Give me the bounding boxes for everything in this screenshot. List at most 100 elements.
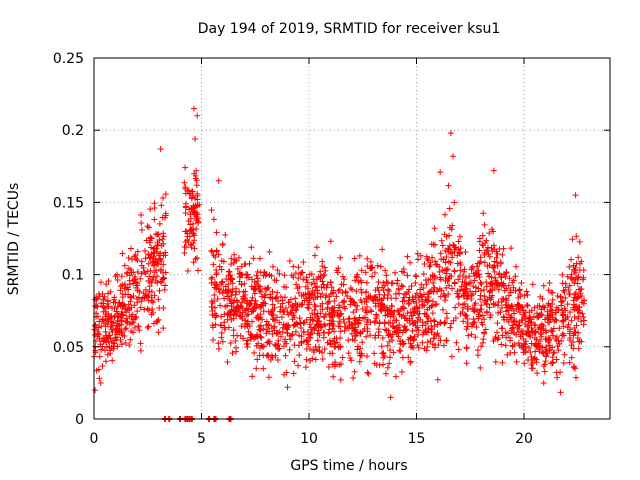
data-point — [464, 323, 471, 330]
data-point — [284, 384, 291, 391]
data-point — [290, 370, 297, 377]
data-point — [526, 344, 533, 351]
data-point — [407, 358, 414, 365]
data-point — [551, 318, 558, 325]
data-point — [538, 306, 545, 313]
data-point — [519, 331, 526, 338]
data-point — [154, 279, 161, 286]
data-point — [248, 276, 255, 283]
data-point — [254, 278, 261, 285]
data-point — [432, 258, 439, 265]
data-point — [210, 261, 217, 268]
data-point — [425, 293, 432, 300]
data-point — [308, 324, 315, 331]
data-point — [271, 341, 278, 348]
data-point — [503, 270, 510, 277]
data-point — [568, 256, 575, 263]
data-point — [263, 352, 270, 359]
data-point — [253, 342, 260, 349]
data-point — [419, 339, 426, 346]
data-point — [450, 153, 457, 160]
data-point — [159, 236, 166, 243]
data-point — [477, 254, 484, 261]
data-point — [417, 286, 424, 293]
data-point — [310, 348, 317, 355]
data-point — [210, 337, 217, 344]
data-point — [124, 284, 131, 291]
data-point — [258, 293, 265, 300]
x-tick-label: 20 — [515, 431, 533, 447]
x-tick-label: 0 — [90, 431, 99, 447]
grid-lines — [94, 58, 610, 419]
data-point — [407, 335, 414, 342]
data-point — [239, 295, 246, 302]
data-point — [107, 288, 114, 295]
data-point — [182, 164, 189, 171]
data-point — [290, 274, 297, 281]
data-point — [141, 247, 148, 254]
data-point — [339, 354, 346, 361]
data-point — [345, 337, 352, 344]
data-point — [488, 274, 495, 281]
data-point — [281, 294, 288, 301]
data-point — [367, 293, 374, 300]
data-point — [521, 340, 528, 347]
data-point — [181, 250, 188, 257]
data-point — [540, 303, 547, 310]
data-point — [188, 195, 195, 202]
data-point — [458, 283, 465, 290]
data-point — [546, 342, 553, 349]
data-point — [382, 326, 389, 333]
data-point — [394, 329, 401, 336]
data-point — [410, 298, 417, 305]
data-point — [209, 248, 216, 255]
data-point — [154, 318, 161, 325]
data-point — [92, 303, 99, 310]
data-point — [108, 313, 115, 320]
data-point — [455, 300, 462, 307]
data-point — [157, 278, 164, 285]
data-point — [160, 240, 167, 247]
data-point — [306, 334, 313, 341]
data-point — [470, 319, 477, 326]
data-point — [570, 339, 577, 346]
data-point — [222, 231, 229, 238]
data-point — [338, 311, 345, 318]
data-point — [416, 297, 423, 304]
data-point — [214, 295, 221, 302]
data-point — [463, 360, 470, 367]
data-point — [114, 322, 121, 329]
data-point — [387, 394, 394, 401]
data-point — [136, 327, 143, 334]
data-point — [322, 294, 329, 301]
data-point — [96, 318, 103, 325]
data-point — [145, 224, 152, 231]
data-point — [472, 300, 479, 307]
data-point — [155, 231, 162, 238]
data-point — [424, 339, 431, 346]
data-point — [430, 317, 437, 324]
data-point — [162, 191, 169, 198]
data-point — [479, 312, 486, 319]
data-point — [441, 320, 448, 327]
data-point — [481, 329, 488, 336]
data-point — [295, 289, 302, 296]
data-point — [492, 274, 499, 281]
data-point — [287, 296, 294, 303]
data-point — [208, 280, 215, 287]
data-point — [232, 337, 239, 344]
data-point — [538, 323, 545, 330]
data-point — [561, 288, 568, 295]
data-point — [405, 297, 412, 304]
data-point — [580, 314, 587, 321]
data-point — [137, 347, 144, 354]
data-point — [560, 323, 567, 330]
data-point — [224, 359, 231, 366]
data-point — [578, 258, 585, 265]
y-tick-label: 0.05 — [53, 340, 84, 356]
data-point — [578, 292, 585, 299]
y-tick-label: 0 — [75, 412, 84, 428]
data-point — [96, 375, 103, 382]
data-point — [406, 320, 413, 327]
data-point — [304, 338, 311, 345]
